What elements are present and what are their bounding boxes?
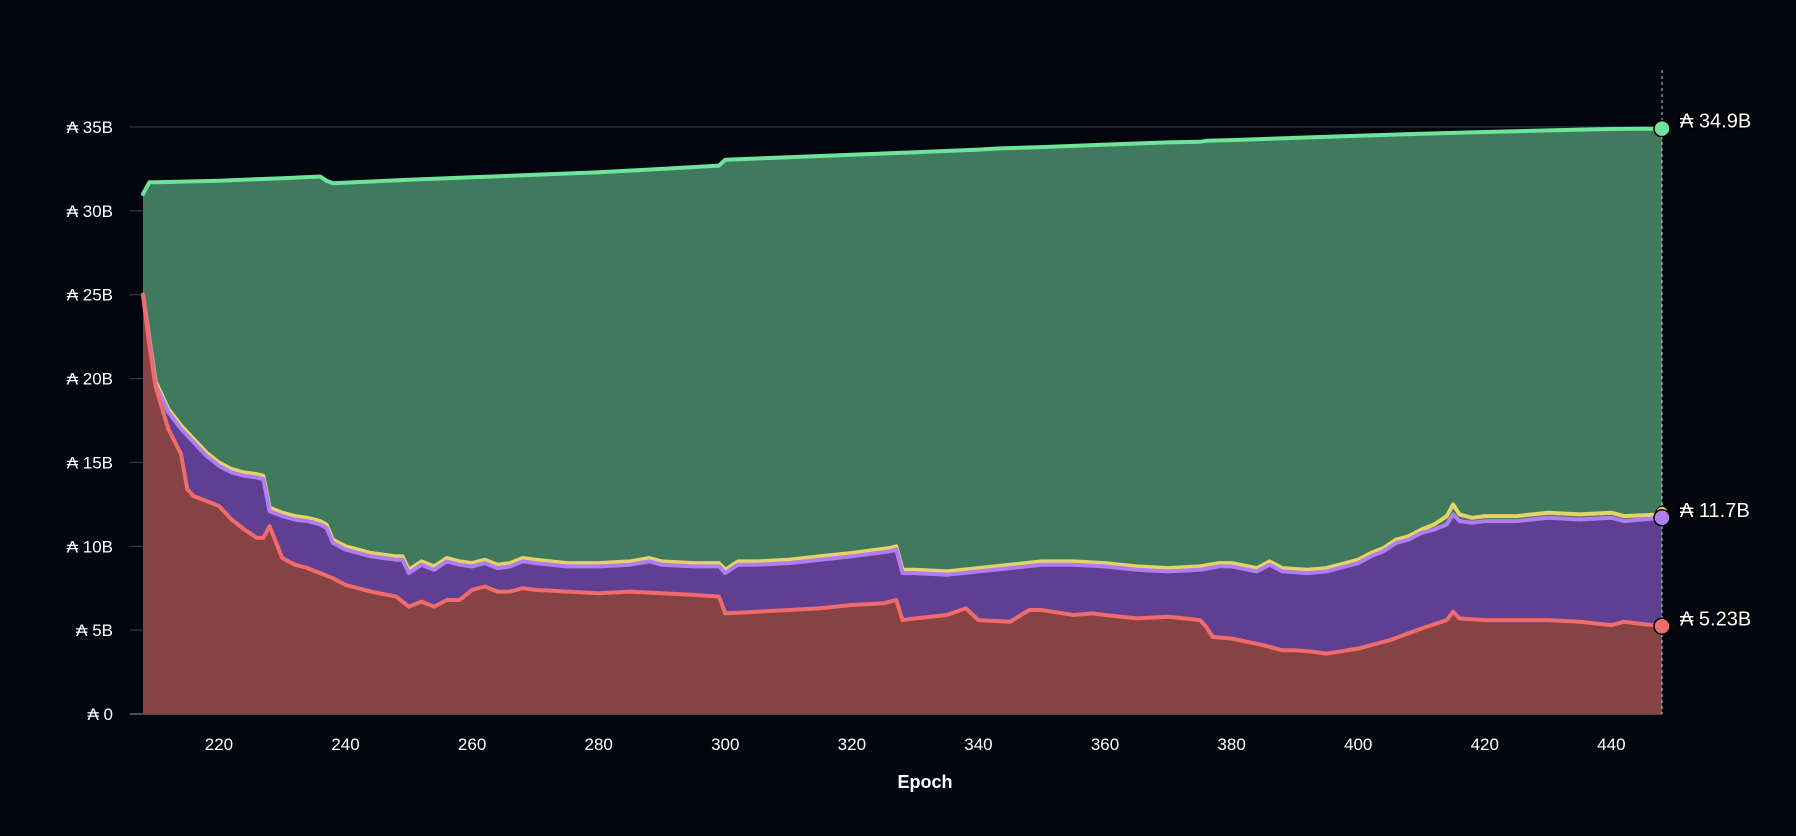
x-tick-label: 400: [1344, 735, 1372, 754]
series-red-area: [143, 294, 1662, 714]
x-tick-label: 440: [1597, 735, 1625, 754]
y-tick-label: ₳ 0: [87, 705, 113, 724]
x-tick-label: 220: [205, 735, 233, 754]
x-tick-label: 300: [711, 735, 739, 754]
series-red-marker[interactable]: [1653, 617, 1671, 636]
x-axis-title: Epoch: [897, 772, 952, 792]
x-tick-label: 320: [838, 735, 866, 754]
end-markers[interactable]: ₳ 34.9B ₳ 11.7B ₳ 5.23B: [1653, 70, 1753, 714]
x-tick-label: 240: [331, 735, 359, 754]
y-tick-label: ₳ 5B: [76, 621, 113, 640]
x-tick-label: 340: [964, 735, 992, 754]
y-tick-label: ₳ 15B: [67, 453, 113, 472]
series-green-line: [141, 126, 1664, 197]
y-tick-label: ₳ 30B: [67, 202, 113, 221]
x-tick-label: 260: [458, 735, 486, 754]
series-purple-marker[interactable]: [1653, 509, 1671, 527]
x-tick-label: 280: [585, 735, 613, 754]
y-tick-label: ₳ 25B: [67, 286, 113, 305]
series-green-marker[interactable]: [1653, 119, 1671, 138]
series-green-value-label: ₳ 34.9B: [1680, 111, 1751, 133]
series-red-line: [141, 292, 1664, 656]
x-tick-label: 380: [1217, 735, 1245, 754]
x-tick-label: 420: [1471, 735, 1499, 754]
series-red-value-label: ₳ 5.23B: [1680, 608, 1751, 630]
axes: ₳ 0 ₳ 5B ₳ 10B ₳ 15B ₳ 20B ₳ 25B ₳ 30B ₳ 35B 220…: [67, 118, 1626, 754]
y-tick-label: ₳ 10B: [67, 537, 113, 556]
series-purple-line: [141, 292, 1664, 577]
x-tick-label: 360: [1091, 735, 1119, 754]
series-lines: [141, 126, 1664, 656]
y-tick-label: ₳ 20B: [67, 370, 113, 389]
y-tick-label: ₳ 35B: [67, 118, 113, 137]
series-yellow-line: [141, 292, 1664, 574]
series-purple-value-label: ₳ 11.7B: [1680, 500, 1750, 522]
